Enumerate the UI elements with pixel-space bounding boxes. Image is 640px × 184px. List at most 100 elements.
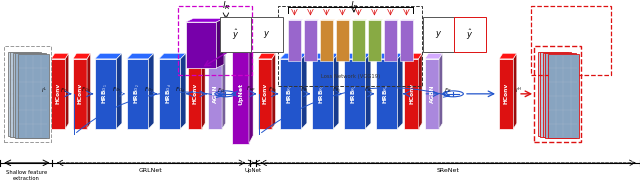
Polygon shape xyxy=(439,53,443,129)
Text: $F_{G_1}$: $F_{G_1}$ xyxy=(112,85,122,95)
Text: $F_{R_n}$: $F_{R_n}$ xyxy=(364,85,373,95)
Text: HConv: HConv xyxy=(504,83,509,105)
FancyBboxPatch shape xyxy=(251,17,283,52)
Polygon shape xyxy=(222,53,226,129)
Text: HRB$_{G_1}$: HRB$_{G_1}$ xyxy=(101,84,110,104)
Text: HConv: HConv xyxy=(409,83,414,105)
FancyBboxPatch shape xyxy=(127,59,148,129)
Polygon shape xyxy=(202,53,205,129)
FancyBboxPatch shape xyxy=(13,53,44,137)
Polygon shape xyxy=(95,53,122,59)
Polygon shape xyxy=(272,53,276,129)
Polygon shape xyxy=(180,53,186,129)
Text: Shallow feature
extraction: Shallow feature extraction xyxy=(6,170,47,181)
Polygon shape xyxy=(280,53,307,59)
Text: $F_{G_d}$: $F_{G_d}$ xyxy=(175,85,185,95)
Polygon shape xyxy=(51,53,69,59)
Text: HConv: HConv xyxy=(262,83,268,105)
Text: UpNet: UpNet xyxy=(244,168,261,173)
Polygon shape xyxy=(344,53,371,59)
FancyBboxPatch shape xyxy=(336,20,349,61)
Text: $l_P$: $l_P$ xyxy=(349,0,358,12)
FancyBboxPatch shape xyxy=(232,44,249,144)
FancyBboxPatch shape xyxy=(73,59,87,129)
Polygon shape xyxy=(499,53,517,59)
Text: HRB$_{G_2}$: HRB$_{G_2}$ xyxy=(133,84,142,104)
Polygon shape xyxy=(333,53,339,129)
FancyBboxPatch shape xyxy=(540,52,571,137)
FancyBboxPatch shape xyxy=(499,59,513,129)
Polygon shape xyxy=(376,53,403,59)
Text: SReNet: SReNet xyxy=(436,168,460,173)
FancyBboxPatch shape xyxy=(280,59,301,129)
Text: $F_{up}$: $F_{up}$ xyxy=(246,85,256,95)
FancyBboxPatch shape xyxy=(404,59,419,129)
FancyBboxPatch shape xyxy=(320,20,333,61)
Polygon shape xyxy=(73,53,91,59)
FancyBboxPatch shape xyxy=(159,59,180,129)
Text: $F_{R_2}$: $F_{R_2}$ xyxy=(332,85,341,95)
Polygon shape xyxy=(159,53,186,59)
FancyBboxPatch shape xyxy=(188,59,202,129)
FancyBboxPatch shape xyxy=(400,20,413,61)
Text: $\hat{y}$: $\hat{y}$ xyxy=(466,28,474,42)
Text: HConv: HConv xyxy=(56,83,61,105)
Text: $F_{G_2}$: $F_{G_2}$ xyxy=(144,85,154,95)
Text: HRB$_{R_n}$: HRB$_{R_n}$ xyxy=(382,84,391,104)
Text: $y$: $y$ xyxy=(435,29,443,40)
Polygon shape xyxy=(148,53,154,129)
Polygon shape xyxy=(127,53,154,59)
FancyBboxPatch shape xyxy=(312,59,333,129)
FancyBboxPatch shape xyxy=(220,17,252,52)
Text: $F_{R_0}$: $F_{R_0}$ xyxy=(268,85,277,95)
FancyBboxPatch shape xyxy=(545,53,576,138)
Text: $F_{G_0}$: $F_{G_0}$ xyxy=(81,85,91,95)
Polygon shape xyxy=(249,36,253,144)
Text: AGBN: AGBN xyxy=(212,85,218,103)
Text: $F_G$: $F_G$ xyxy=(217,86,225,95)
FancyBboxPatch shape xyxy=(454,17,486,52)
Polygon shape xyxy=(188,53,205,59)
Text: HConv: HConv xyxy=(77,83,83,105)
Text: HRB$_{G_d}$: HRB$_{G_d}$ xyxy=(165,83,174,104)
FancyBboxPatch shape xyxy=(548,54,579,138)
Polygon shape xyxy=(312,53,339,59)
Polygon shape xyxy=(232,36,253,44)
FancyBboxPatch shape xyxy=(423,17,455,52)
Text: $F_R$: $F_R$ xyxy=(444,86,452,95)
Text: HConv: HConv xyxy=(192,83,197,105)
Text: $y$: $y$ xyxy=(263,29,271,40)
FancyBboxPatch shape xyxy=(8,52,38,136)
FancyBboxPatch shape xyxy=(208,59,222,129)
Polygon shape xyxy=(301,53,307,129)
FancyBboxPatch shape xyxy=(543,53,573,137)
FancyBboxPatch shape xyxy=(538,52,568,136)
FancyBboxPatch shape xyxy=(288,20,301,61)
FancyBboxPatch shape xyxy=(384,20,397,61)
Text: HRB$_{R_2}$: HRB$_{R_2}$ xyxy=(350,84,359,104)
Polygon shape xyxy=(397,53,403,129)
Text: $l_R$: $l_R$ xyxy=(221,0,230,12)
Polygon shape xyxy=(65,53,69,129)
FancyBboxPatch shape xyxy=(368,20,381,61)
FancyBboxPatch shape xyxy=(95,59,116,129)
FancyBboxPatch shape xyxy=(352,20,365,61)
Text: $I^H$: $I^H$ xyxy=(515,86,522,95)
Text: UpNet: UpNet xyxy=(238,83,243,105)
Polygon shape xyxy=(216,18,224,68)
Text: Loss Network (VGG19): Loss Network (VGG19) xyxy=(321,74,380,79)
Text: $\hat{y}$: $\hat{y}$ xyxy=(232,28,239,42)
FancyBboxPatch shape xyxy=(344,59,365,129)
FancyBboxPatch shape xyxy=(376,59,397,129)
Polygon shape xyxy=(365,53,371,129)
FancyBboxPatch shape xyxy=(425,59,439,129)
Text: $F_0$: $F_0$ xyxy=(60,86,68,95)
FancyBboxPatch shape xyxy=(258,59,272,129)
Polygon shape xyxy=(404,53,422,59)
Polygon shape xyxy=(425,53,443,59)
Polygon shape xyxy=(208,53,226,59)
Polygon shape xyxy=(513,53,517,129)
Text: HRB$_{R_1}$: HRB$_{R_1}$ xyxy=(318,84,327,104)
FancyBboxPatch shape xyxy=(186,22,216,68)
FancyBboxPatch shape xyxy=(18,54,49,138)
